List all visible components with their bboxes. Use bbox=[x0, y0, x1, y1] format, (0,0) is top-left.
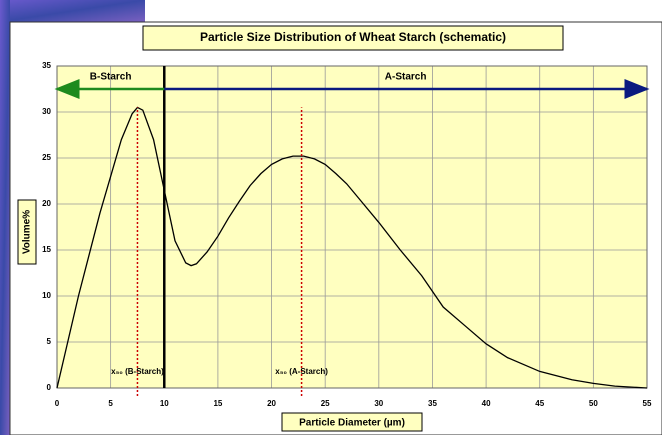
x-tick-label: 50 bbox=[589, 399, 598, 408]
x-tick-label: 55 bbox=[643, 399, 652, 408]
y-tick-label: 25 bbox=[42, 153, 51, 162]
y-axis-label: Volume% bbox=[22, 210, 33, 254]
y-tick-label: 30 bbox=[42, 107, 51, 116]
plot-area bbox=[57, 66, 647, 388]
x-tick-label: 10 bbox=[160, 399, 169, 408]
y-tick-label: 0 bbox=[47, 383, 52, 392]
y-label-box bbox=[17, 199, 37, 265]
x-tick-label: 30 bbox=[374, 399, 383, 408]
data-line bbox=[56, 106, 648, 389]
x-tick-label: 35 bbox=[428, 399, 437, 408]
region-label: A-Starch bbox=[385, 72, 427, 83]
median-label: x₅₀ (B-Starch) bbox=[111, 367, 164, 376]
title-box bbox=[142, 25, 564, 51]
y-tick-label: 35 bbox=[42, 61, 51, 70]
x-axis-label: Particle Diameter (µm) bbox=[299, 418, 405, 429]
y-tick-label: 20 bbox=[42, 199, 51, 208]
x-tick-label: 0 bbox=[55, 399, 60, 408]
x-tick-label: 20 bbox=[267, 399, 276, 408]
y-tick-label: 5 bbox=[47, 337, 52, 346]
x-tick-label: 15 bbox=[213, 399, 222, 408]
chart-title: Particle Size Distribution of Wheat Star… bbox=[200, 30, 506, 44]
x-label-box bbox=[281, 412, 423, 432]
x-tick-label: 45 bbox=[535, 399, 544, 408]
decoration bbox=[0, 0, 145, 22]
y-tick-label: 10 bbox=[42, 291, 51, 300]
decoration bbox=[0, 0, 10, 435]
region-label: B-Starch bbox=[90, 72, 132, 83]
x-tick-label: 40 bbox=[482, 399, 491, 408]
x-tick-label: 25 bbox=[321, 399, 330, 408]
plot-border bbox=[56, 65, 648, 389]
x-tick-label: 5 bbox=[108, 399, 113, 408]
y-tick-label: 15 bbox=[42, 245, 51, 254]
median-label: x₅₀ (A-Starch) bbox=[275, 367, 328, 376]
